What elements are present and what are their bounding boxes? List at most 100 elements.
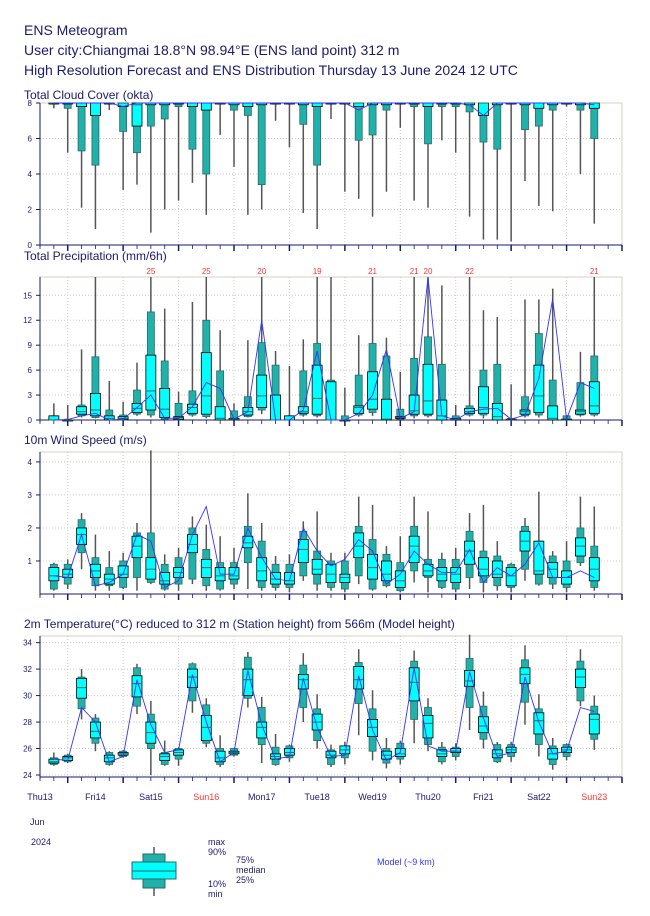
p10-p90-box	[368, 102, 377, 136]
p25-p75-box	[450, 567, 462, 583]
ens-box-step-12	[200, 524, 212, 591]
p25-p75-box	[256, 557, 268, 582]
ens-box-step-40	[588, 506, 600, 591]
ens-box-step-29	[436, 285, 448, 421]
ens-box-step-3	[76, 102, 87, 208]
y-tick-label: 0	[28, 241, 33, 250]
ens-box-step-23	[353, 335, 365, 417]
p10-p90-box	[77, 102, 86, 152]
ens-box-step-35	[519, 299, 531, 418]
p25-p75-box	[187, 403, 198, 414]
ens-box-step-28	[422, 511, 434, 593]
ens-box-step-21	[325, 552, 337, 591]
ens-box-step-24	[367, 504, 378, 591]
p10-p90-box	[188, 390, 197, 416]
ens-box-step-20	[311, 277, 323, 418]
ens-box-step-18	[284, 365, 295, 421]
ens-box-step-34	[505, 384, 517, 421]
p25-p75-box	[547, 405, 559, 421]
forecast-subtitle: High Resolution Forecast and ENS Distrib…	[24, 62, 518, 78]
ens-box-step-8	[145, 700, 157, 776]
ens-box-step-27	[408, 496, 420, 583]
panel-3: 24 26 28 30 32 34	[23, 634, 623, 783]
panel-1: 0 3 6 9 12 15 25 25 20 19 21 21 20 22 21	[23, 267, 623, 426]
ens-box-step-15	[242, 102, 254, 215]
p25-p75-box	[242, 535, 254, 549]
p25-p75-box	[256, 721, 268, 739]
p25-p75-box	[519, 667, 531, 685]
ens-box-step-13	[214, 102, 226, 135]
p10-p90-box	[340, 415, 349, 421]
ens-box-step-5	[103, 751, 115, 766]
y-tick-label: 3	[28, 491, 33, 500]
y-tick-label: 26	[23, 745, 32, 754]
y-tick-label: 6	[28, 135, 33, 144]
ens-box-step-39	[575, 649, 586, 707]
ens-box-step-18	[284, 554, 295, 593]
p25-p75-box	[588, 381, 600, 414]
ens-box-step-38	[561, 102, 572, 107]
p10-p90-box	[396, 408, 405, 420]
ens-box-step-37	[547, 551, 559, 590]
p10-p90-box	[160, 102, 169, 120]
ens-box-step-12	[200, 102, 212, 215]
ens-box-step-1	[48, 752, 60, 766]
ens-box-step-14	[228, 547, 240, 590]
day-label: Mon17	[248, 792, 276, 802]
legend-median-label: median	[236, 865, 266, 875]
p25-p75-box	[422, 363, 434, 415]
p25-p75-box	[547, 562, 559, 578]
ens-box-step-16	[256, 277, 268, 415]
ens-box-step-22	[339, 102, 351, 192]
p25-p75-box	[491, 560, 503, 578]
meteogram-title: ENS Meteogram	[24, 22, 128, 38]
p10-p90-box	[188, 527, 197, 580]
day-label: Wed19	[358, 792, 386, 802]
ens-box-step-24	[367, 277, 378, 416]
p25-p75-box	[408, 667, 420, 702]
p25-p75-box	[588, 102, 600, 109]
day-label: Sat15	[139, 792, 163, 802]
ens-box-step-3	[76, 669, 87, 720]
ens-box-step-40	[588, 695, 600, 750]
y-tick-label: 15	[23, 291, 32, 300]
p25-p75-box	[325, 563, 337, 583]
ens-box-step-6	[117, 401, 129, 421]
ens-box-step-4	[90, 534, 101, 591]
ens-box-step-7	[131, 102, 143, 185]
p10-p90-box	[521, 102, 529, 131]
ens-box-step-11	[187, 102, 198, 183]
ens-box-step-32	[478, 310, 489, 419]
day-label: Sun23	[581, 792, 607, 802]
ens-box-step-30	[450, 743, 462, 761]
ens-box-step-34	[505, 102, 517, 242]
ens-box-step-33	[491, 102, 503, 240]
p25-p75-box	[76, 677, 87, 699]
precip-panel-title: Total Precipitation (mm/6h)	[24, 249, 167, 263]
p25-p75-box	[242, 668, 254, 696]
y-tick-label: 4	[28, 458, 33, 467]
ens-box-step-32	[478, 504, 489, 593]
ens-box-step-18	[284, 102, 295, 148]
p25-p75-box	[436, 749, 448, 757]
ens-box-step-40	[588, 102, 600, 224]
ens-box-step-25	[381, 737, 392, 769]
ens-box-step-13	[214, 536, 226, 591]
p25-p75-box	[145, 354, 157, 411]
p25-p75-box	[533, 364, 545, 413]
p25-p75-box	[353, 532, 365, 559]
p25-p75-box	[297, 673, 309, 690]
overflow-max-label: 21	[590, 267, 599, 276]
y-tick-label: 12	[23, 316, 32, 325]
ens-box-step-32	[478, 691, 489, 749]
p10-p90-box	[299, 102, 308, 125]
ens-box-step-14	[228, 102, 240, 167]
ens-box-step-8	[145, 450, 157, 585]
ens-box-step-13	[214, 330, 226, 421]
ens-box-step-9	[159, 308, 171, 420]
day-label: Thu20	[415, 792, 441, 802]
ens-box-step-31	[464, 513, 475, 590]
y-tick-label: 24	[23, 771, 32, 780]
p10-p90-box	[313, 102, 322, 166]
ens-box-step-40	[588, 277, 600, 417]
